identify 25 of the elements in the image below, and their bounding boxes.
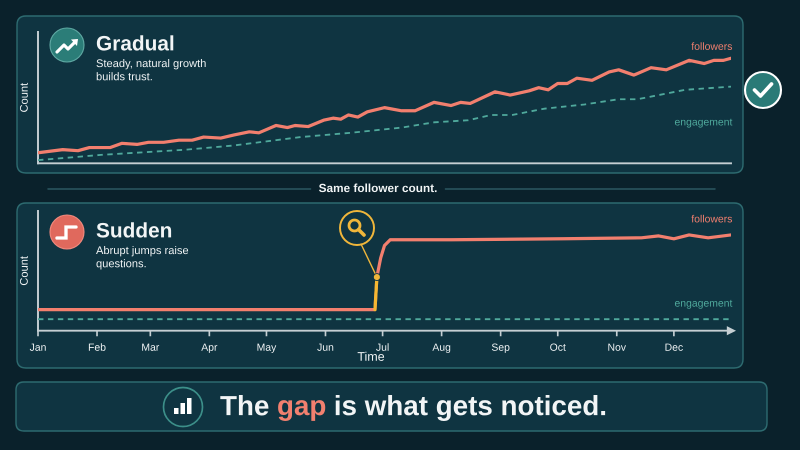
series-label: engagement xyxy=(674,300,732,309)
x-tick-label: Jun xyxy=(317,344,334,351)
x-tick-label: Oct xyxy=(550,343,566,351)
series-label: followers xyxy=(691,214,732,222)
x-axis-title: Time xyxy=(358,352,384,361)
chart-title: Gradual xyxy=(96,35,174,51)
x-tick-label: Nov xyxy=(608,344,626,351)
x-tick-label: May xyxy=(257,344,276,353)
x-tick-label: Apr xyxy=(201,344,218,353)
x-tick-label: Mar xyxy=(142,344,160,351)
text: Abrupt jumps raise questions. xyxy=(96,246,188,270)
x-tick-label: Feb xyxy=(88,343,106,351)
text: Steady, natural growth builds trust. xyxy=(96,59,206,80)
text: Same follower count. xyxy=(318,183,437,192)
y-axis-title: Count xyxy=(20,256,28,286)
x-tick-label: Jan xyxy=(30,344,46,351)
text: engagement xyxy=(674,118,732,128)
x-tick-label: Dec xyxy=(665,344,683,351)
text: The gap is what gets noticed. xyxy=(220,394,606,422)
series-label: followers xyxy=(691,42,732,50)
x-tick-label: Jul xyxy=(376,343,389,351)
x-tick-label: Aug xyxy=(432,344,450,353)
x-tick-label: Sep xyxy=(492,343,510,353)
y-axis-title: Count xyxy=(20,82,28,112)
chart-title: Sudden xyxy=(96,222,172,238)
